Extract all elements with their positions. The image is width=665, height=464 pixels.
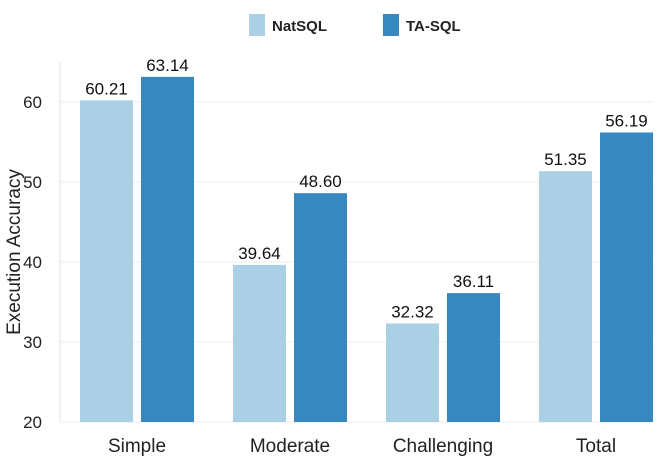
legend-label: NatSQL: [272, 18, 327, 35]
y-tick-label: 30: [23, 333, 42, 352]
bar: [447, 293, 500, 422]
data-label: 60.21: [85, 79, 128, 98]
x-tick-label: Challenging: [393, 436, 493, 457]
y-tick-label: 60: [23, 93, 42, 112]
data-label: 36.11: [453, 272, 494, 291]
y-axis-title: Execution Accuracy: [4, 169, 25, 335]
bar: [600, 132, 653, 423]
x-tick-label: Simple: [108, 436, 166, 457]
bar: [294, 193, 347, 422]
data-labels: 60.21 63.14 39.64 48.60 32.32 36.11 51.35 56.19: [85, 56, 648, 322]
bar: [80, 100, 133, 422]
bar: [386, 323, 439, 422]
bar: [141, 76, 194, 422]
y-tick-label: 20: [23, 413, 42, 432]
y-tick-label: 50: [23, 173, 42, 192]
data-label: 51.35: [544, 150, 587, 169]
y-tick-label: 40: [23, 253, 42, 272]
x-tick-label: Total: [576, 436, 616, 457]
data-label: 32.32: [391, 302, 434, 321]
data-label: 39.64: [238, 244, 281, 263]
legend-label: TA-SQL: [406, 18, 461, 35]
x-tick-label: Moderate: [250, 436, 330, 457]
bar: [539, 171, 592, 422]
legend: NatSQL TA-SQL: [249, 14, 461, 36]
bar: [233, 264, 286, 422]
data-label: 63.14: [146, 56, 189, 75]
y-axis-ticks: 20 30 40 50 60: [23, 93, 42, 432]
data-label: 56.19: [605, 111, 648, 130]
legend-swatch: [383, 14, 399, 36]
x-axis-categories: Simple Moderate Challenging Total: [108, 436, 616, 457]
data-label: 48.60: [299, 172, 342, 191]
bars: [80, 76, 653, 423]
legend-swatch: [249, 14, 265, 36]
